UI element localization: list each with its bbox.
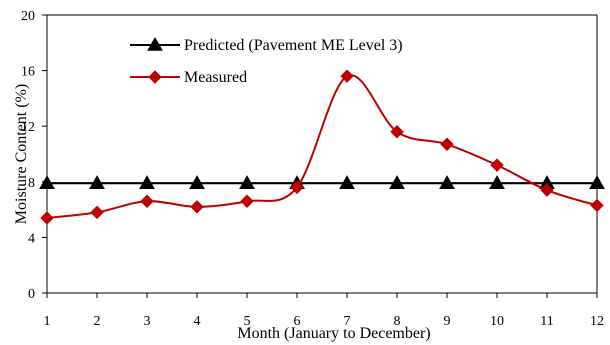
diamond-marker [440, 137, 454, 151]
x-tick-label: 1 [44, 314, 51, 329]
diamond-marker [90, 205, 104, 220]
diamond-marker [190, 200, 204, 214]
triangle-marker [589, 175, 605, 189]
triangle-marker [439, 175, 455, 189]
x-tick-label: 2 [94, 314, 101, 329]
x-tick-label: 11 [540, 314, 553, 329]
legend-label: Predicted (Pavement ME Level 3) [184, 37, 403, 54]
diamond-marker [540, 183, 554, 197]
legend-label: Measured [184, 69, 247, 86]
series-line [46, 74, 598, 219]
y-axis-title: Moisture Content (%) [13, 84, 30, 224]
triangle-marker [189, 175, 205, 189]
series-1 [39, 175, 605, 189]
diamond-marker [590, 198, 604, 213]
y-tick-label: 8 [28, 176, 35, 191]
x-tick-label: 5 [244, 314, 251, 329]
diamond-marker [490, 158, 504, 172]
diamond-marker [240, 194, 254, 208]
series-layer [39, 69, 605, 225]
legend: Predicted (Pavement ME Level 3) Measured [130, 36, 403, 86]
plot-area-frame [46, 14, 598, 294]
x-tick-label: 8 [394, 314, 401, 329]
diamond-marker [140, 194, 154, 208]
y-tick-label: 0 [28, 287, 35, 302]
triangle-marker [389, 175, 405, 189]
x-axis-title: Month (January to December) [237, 325, 430, 342]
triangle-marker [39, 175, 55, 189]
triangle-marker [339, 175, 355, 189]
y-tick-label: 20 [21, 9, 35, 24]
x-tick-label: 6 [294, 314, 301, 329]
diamond-marker [40, 211, 54, 225]
diamond-marker [340, 69, 354, 83]
legend-item: Measured [130, 69, 247, 86]
legend-item: Predicted (Pavement ME Level 3) [130, 36, 403, 54]
legend-diamond-marker [148, 70, 162, 84]
x-tick-label: 3 [144, 314, 151, 329]
x-tick-label: 4 [194, 314, 201, 329]
x-tick-label: 12 [590, 314, 604, 329]
diamond-marker [390, 125, 404, 139]
series-2 [40, 69, 604, 225]
legend-triangle-marker [147, 36, 163, 51]
triangle-marker [239, 175, 255, 189]
x-tick-label: 9 [444, 314, 451, 329]
y-tick-label: 4 [28, 231, 35, 246]
x-tick-label: 7 [344, 314, 351, 329]
triangle-marker [89, 175, 105, 189]
y-tick-label: 12 [21, 120, 35, 135]
x-tick-label: 10 [490, 314, 504, 329]
y-tick-label: 16 [21, 65, 35, 80]
diamond-marker [290, 180, 304, 195]
triangle-marker [489, 175, 505, 189]
triangle-marker [139, 175, 155, 189]
